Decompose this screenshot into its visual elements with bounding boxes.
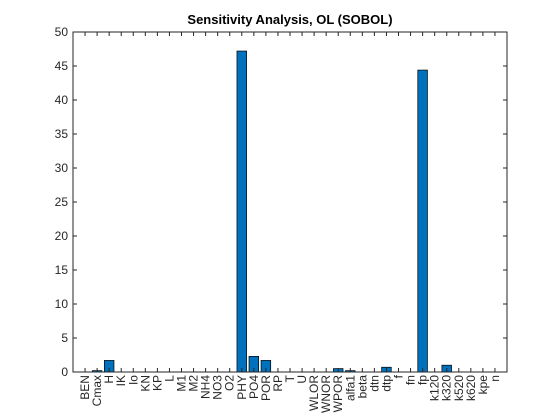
x-tick-label-fp: fp [416, 375, 430, 385]
x-tick-label-k520: k520 [452, 375, 466, 401]
x-tick-label-KP: KP [150, 375, 164, 391]
x-tick-label-PHY: PHY [235, 375, 249, 400]
x-tick-label-k320: k320 [440, 375, 454, 401]
x-tick-label-O2: O2 [223, 375, 237, 391]
x-tick-label-L: L [162, 375, 176, 382]
y-tick-label: 30 [55, 161, 69, 175]
x-tick-label-dtp: dtp [379, 375, 393, 392]
x-tick-label-NO3: NO3 [211, 375, 225, 400]
y-tick-label: 50 [55, 25, 69, 39]
x-tick-label-IK: IK [114, 375, 128, 386]
x-tick-label-U: U [295, 375, 309, 384]
x-tick-label-WLOR: WLOR [307, 375, 321, 411]
x-tick-label-M1: M1 [175, 375, 189, 392]
y-tick-label: 0 [61, 365, 68, 379]
y-tick-label: 25 [55, 195, 69, 209]
y-axis-ticks: 0 5 10 15 20 25 30 35 40 45 50 [55, 25, 507, 379]
x-tick-label-PO4: PO4 [247, 375, 261, 399]
x-tick-label-f: f [392, 374, 406, 378]
x-tick-label-M2: M2 [187, 375, 201, 392]
x-tick-label-RP: RP [271, 375, 285, 392]
y-tick-label: 35 [55, 127, 69, 141]
x-tick-label-kpe: kpe [476, 375, 490, 395]
bar-PHY [236, 50, 247, 373]
x-tick-label-POR: POR [259, 375, 273, 401]
bars-group [91, 50, 452, 373]
y-tick-label: 20 [55, 229, 69, 243]
x-tick-label-H: H [102, 375, 116, 384]
x-tick-label-KN: KN [138, 375, 152, 392]
x-tick-label-BEN: BEN [78, 375, 92, 400]
x-tick-label-beta: beta [355, 375, 369, 399]
bar-fp [417, 69, 428, 373]
x-tick-label-k120: k120 [428, 375, 442, 401]
x-tick-label-Cmax: Cmax [90, 375, 104, 406]
chart-title: Sensitivity Analysis, OL (SOBOL) [187, 12, 392, 27]
x-tick-label-dtn: dtn [367, 375, 381, 392]
y-tick-label: 15 [55, 263, 69, 277]
x-tick-label-WPOR: WPOR [331, 375, 345, 413]
x-tick-label-k620: k620 [464, 375, 478, 401]
x-axis-ticks: BENCmaxHIKIoKNKPLM1M2NH4NO3O2PHYPO4PORRP… [78, 32, 502, 413]
y-tick-label: 45 [55, 59, 69, 73]
x-tick-label-T: T [283, 374, 297, 382]
x-tick-label-Io: Io [126, 375, 140, 385]
y-tick-label: 40 [55, 93, 69, 107]
y-tick-label: 10 [55, 297, 69, 311]
x-tick-label-NH4: NH4 [199, 375, 213, 399]
x-tick-label-fn: fn [404, 375, 418, 385]
y-tick-label: 5 [61, 331, 68, 345]
x-tick-label-WNOR: WNOR [319, 375, 333, 413]
x-tick-label-alfa1: alfa1 [343, 375, 357, 401]
x-tick-label-n: n [488, 375, 502, 382]
plot-area-border [72, 31, 508, 373]
